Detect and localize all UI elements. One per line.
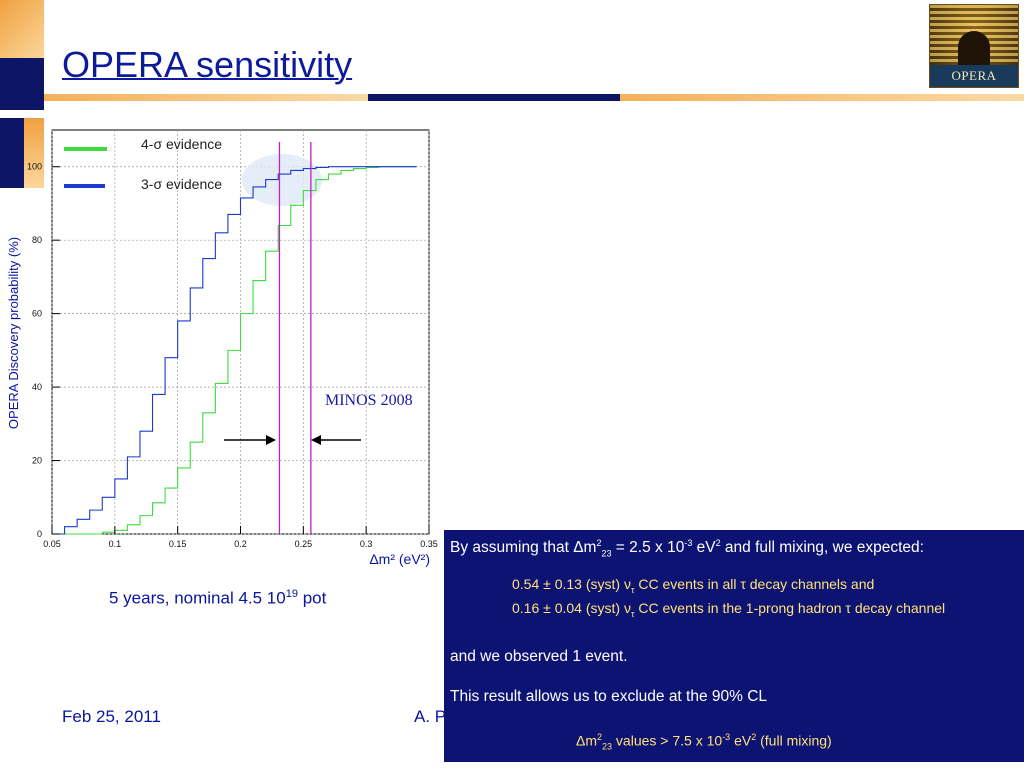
intro-sup: 2 bbox=[596, 538, 602, 548]
footer-date: Feb 25, 2011 bbox=[62, 707, 161, 726]
opera-logo: OPERA bbox=[929, 4, 1019, 88]
corner-block-orange-lower bbox=[24, 118, 44, 188]
value-part-c: eV bbox=[730, 732, 752, 749]
y-tick-label: 40 bbox=[32, 382, 42, 392]
value-sub: 23 bbox=[602, 741, 613, 752]
corner-block-orange bbox=[0, 0, 44, 58]
chart-caption: 5 years, nominal 4.5 1019 pot bbox=[109, 588, 326, 609]
value-part-b: values > 7.5 x 10 bbox=[612, 732, 723, 749]
title-bar-segment-1 bbox=[44, 94, 368, 101]
minos-annotation: MINOS 2008 bbox=[224, 392, 413, 445]
expect1-part-a: 0.54 ± 0.13 (syst) ν bbox=[512, 576, 631, 592]
title-bar-segment-3 bbox=[620, 94, 1024, 101]
title-underline-bar bbox=[44, 94, 1024, 102]
series-line-4sigma bbox=[52, 166, 417, 535]
y-tick-label: 60 bbox=[32, 309, 42, 319]
caption-text: 5 years, nominal 4.5 10 bbox=[109, 588, 286, 608]
x-tick-label: 0.3 bbox=[360, 539, 373, 549]
expectation-all-channels: 0.54 ± 0.13 (syst) ντ CC events in all τ… bbox=[512, 576, 874, 595]
page-title: OPERA sensitivity bbox=[62, 44, 353, 85]
intro-sub: 23 bbox=[601, 548, 612, 559]
x-tick-label: 0.35 bbox=[420, 539, 438, 549]
corner-block-navy-lower bbox=[0, 118, 24, 188]
intro-part-a: By assuming that Δm bbox=[450, 539, 597, 557]
value-part-a: Δm bbox=[576, 732, 598, 749]
logo-label-bar bbox=[930, 65, 1018, 87]
intro-part-c: eV bbox=[692, 539, 716, 557]
tick-layer: 0.05 0.1 0.15 0.2 0.25 0.3 0.35 0 20 40 60 80 100 bbox=[27, 162, 438, 549]
logo-label: OPERA bbox=[951, 68, 997, 83]
expect2-part-a: 0.16 ± 0.04 (syst) ν bbox=[512, 600, 631, 616]
excluded-values: Δm223 values > 7.5 x 10-3 eV2 (full mixi… bbox=[576, 732, 832, 751]
minos-label: MINOS 2008 bbox=[325, 392, 413, 409]
intro-exp: -3 bbox=[684, 538, 693, 548]
title-bar-segment-2 bbox=[368, 94, 620, 101]
expect1-sub: τ bbox=[630, 584, 635, 595]
x-axis-label: Δm² (eV²) bbox=[369, 551, 430, 567]
arrow-right-head bbox=[311, 435, 321, 445]
series-layer bbox=[52, 166, 417, 535]
y-axis-label: OPERA Discovery probability (%) bbox=[6, 237, 21, 429]
result-intro: By assuming that Δm223 = 2.5 x 10-3 eV2 … bbox=[450, 538, 924, 558]
expect2-sub: τ bbox=[630, 608, 635, 619]
arrow-left-head bbox=[266, 435, 276, 445]
corner-block-navy bbox=[0, 58, 44, 110]
discovery-probability-chart: 0.05 0.1 0.15 0.2 0.25 0.3 0.35 0 20 40 60 80 100 4-… bbox=[0, 120, 440, 580]
footer-author: A. P bbox=[414, 707, 447, 726]
result-panel: By assuming that Δm223 = 2.5 x 10-3 eV2 … bbox=[444, 530, 1024, 762]
vertical-line-layer bbox=[278, 142, 312, 534]
legend: 4-σ evidence 3-σ evidence bbox=[64, 136, 222, 192]
exclusion-statement: This result allows us to exclude at the … bbox=[450, 688, 768, 705]
x-tick-label: 0.25 bbox=[295, 539, 313, 549]
legend-label-4sigma: 4-σ evidence bbox=[141, 136, 222, 152]
y-tick-label: 100 bbox=[27, 162, 42, 172]
observed-events: and we observed 1 event. bbox=[450, 648, 628, 665]
series-line-3sigma bbox=[52, 166, 417, 535]
intro-part-b: = 2.5 x 10 bbox=[611, 539, 685, 557]
y-tick-label: 20 bbox=[32, 456, 42, 466]
y-tick-label: 80 bbox=[32, 235, 42, 245]
expect2-part-b: CC events in the 1-prong hadron τ decay … bbox=[634, 600, 946, 616]
value-part-d: (full mixing) bbox=[756, 732, 832, 749]
intro-exp2: 2 bbox=[715, 538, 721, 548]
value-sup: 2 bbox=[597, 732, 603, 742]
x-tick-label: 0.2 bbox=[234, 539, 247, 549]
x-tick-label: 0.1 bbox=[109, 539, 122, 549]
chart-svg: 0.05 0.1 0.15 0.2 0.25 0.3 0.35 0 20 40 60 80 100 4-… bbox=[6, 129, 438, 567]
highlight-ellipse bbox=[242, 154, 322, 206]
corner-decoration bbox=[0, 0, 44, 190]
theater-stage-graphic bbox=[958, 31, 990, 67]
value-exp2: 2 bbox=[751, 732, 757, 742]
expectation-1-prong: 0.16 ± 0.04 (syst) ντ CC events in the 1… bbox=[512, 600, 945, 619]
x-tick-label: 0.05 bbox=[43, 539, 61, 549]
y-tick-label: 0 bbox=[37, 529, 42, 539]
x-tick-label: 0.15 bbox=[169, 539, 187, 549]
caption-exponent: 19 bbox=[285, 588, 298, 600]
value-exp: -3 bbox=[722, 732, 731, 742]
intro-part-d: and full mixing, we expected: bbox=[720, 539, 924, 557]
legend-label-3sigma: 3-σ evidence bbox=[141, 176, 222, 192]
expect1-part-b: CC events in all τ decay channels and bbox=[634, 576, 875, 592]
caption-suffix: pot bbox=[297, 588, 327, 608]
